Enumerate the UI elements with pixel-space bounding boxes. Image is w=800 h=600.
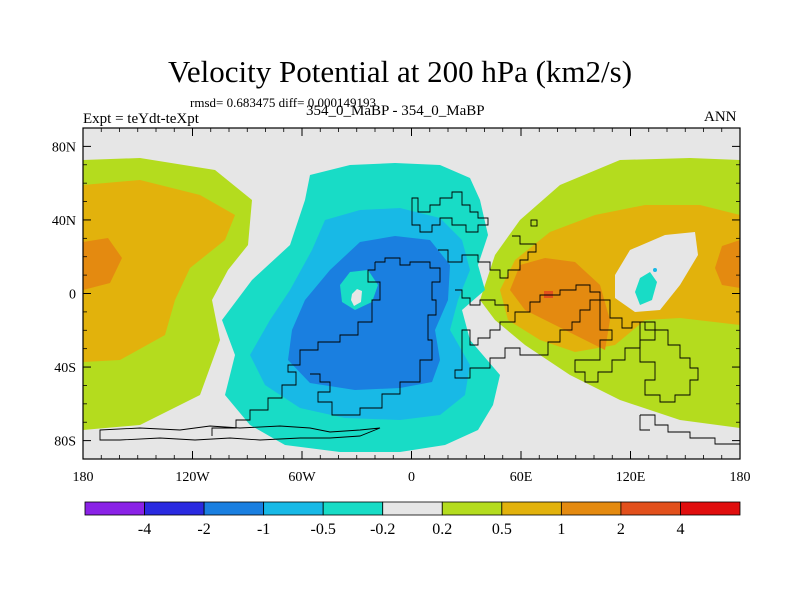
field-neg-05-east-dot: [653, 268, 657, 272]
colorbar-swatch: [203, 501, 265, 516]
colorbar-swatch: [501, 501, 562, 516]
chart-title: Velocity Potential at 200 hPa (km2/s): [167, 54, 633, 89]
colorbar-label: -4: [138, 521, 151, 538]
colorbar-label: -2: [197, 521, 210, 538]
coastline-greenland: [438, 235, 537, 279]
y-tick-label: 40S: [54, 361, 76, 376]
y-tick-label: 40N: [52, 214, 76, 229]
colorbar-label: 0.5: [492, 521, 512, 538]
colorbar-swatch: [441, 501, 503, 516]
coastline-south-asia: [574, 299, 656, 383]
field-pos-05-west: [83, 180, 235, 362]
colorbar: -4 -2 -1 -0.5 -0.2 0.2 0.5 1 2 4: [84, 501, 741, 538]
coastlines: [99, 191, 740, 445]
colorbar-label: 0.2: [432, 521, 452, 538]
colorbar-label: -0.2: [370, 521, 395, 538]
x-tick-label: 0: [408, 470, 415, 485]
x-tick-label: 60W: [288, 470, 316, 485]
colorbar-swatch: [620, 501, 681, 516]
colorbar-label: -1: [257, 521, 270, 538]
colorbar-swatch: [263, 501, 324, 516]
x-tick-label: 120W: [175, 470, 210, 485]
colorbar-swatch: [382, 501, 443, 516]
colorbar-label: 4: [676, 521, 684, 538]
field-pos-1-far-east: [715, 240, 740, 288]
x-tick-label: 180: [73, 470, 94, 485]
x-tick-label: 180: [730, 470, 751, 485]
colorbar-swatch: [322, 501, 384, 516]
colorbar-label: 1: [557, 521, 565, 538]
y-tick-label: 0: [69, 288, 76, 303]
colorbar-swatch: [144, 501, 205, 516]
field-pos-1-west: [83, 238, 122, 290]
field-pos-1-east: [510, 258, 610, 350]
y-tick-label: 80N: [52, 140, 76, 155]
field-pos-2-spot: [544, 291, 553, 298]
map-field: [83, 128, 740, 459]
field-neg-1-main: [288, 236, 450, 390]
x-tick-label: 60E: [510, 470, 533, 485]
colorbar-label: -0.5: [311, 521, 336, 538]
coastline-island-atlantic: [530, 219, 538, 227]
colorbar-swatch: [560, 501, 622, 516]
colorbar-swatch: [680, 501, 741, 516]
field-neutral-spot: [351, 289, 362, 306]
season-label: ANN: [704, 109, 737, 125]
colorbar-swatch: [84, 501, 145, 516]
case-label: 354_0_MaBP - 354_0_MaBP: [306, 103, 485, 119]
experiment-label: Expt = teYdt-teXpt: [83, 111, 199, 127]
coastline-americas-east: [310, 257, 441, 416]
colorbar-label: 2: [617, 521, 625, 538]
axes: 180 120W 60W 0 60E 120E 180 80N 40N 0 40S 80S: [52, 128, 751, 485]
stats-label: rmsd= 0.683475 diff= 0.000149193: [190, 95, 376, 110]
y-tick-label: 80S: [54, 435, 76, 450]
coastline-north-america: [411, 191, 489, 233]
x-tick-label: 120E: [616, 470, 646, 485]
field-neg-02-east-spot: [635, 272, 657, 305]
coastline-australia: [639, 321, 699, 403]
coastline-antarctica-east: [639, 414, 740, 445]
coastline-antarctica: [99, 425, 381, 441]
coastline-eurasia: [455, 289, 509, 312]
coastline-americas-west: [211, 262, 381, 436]
